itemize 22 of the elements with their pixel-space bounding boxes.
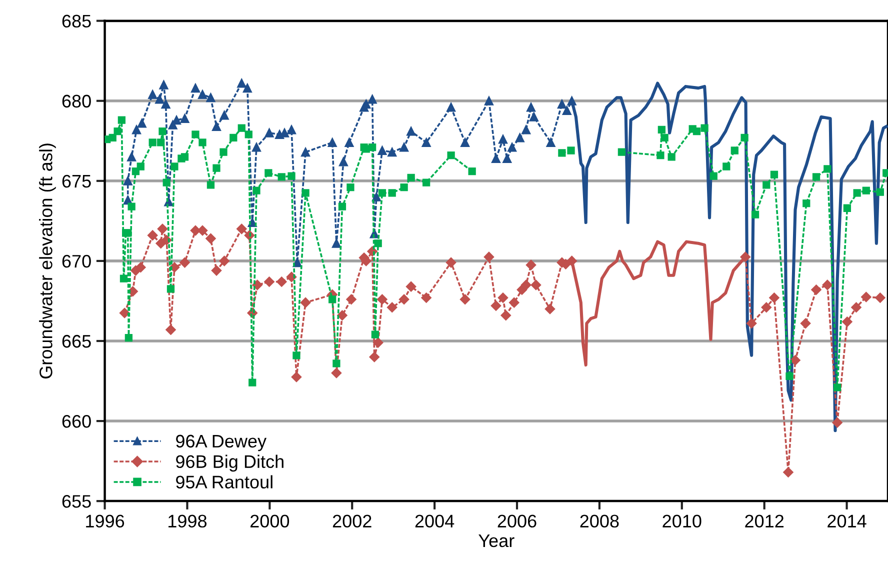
legend-label: 95A Rantoul	[176, 475, 272, 488]
x-tick-label: 2012	[745, 514, 784, 528]
legend-label: 96A Dewey	[176, 434, 267, 452]
y-tick-label: 655	[62, 495, 91, 508]
y-tick-label: 665	[62, 334, 91, 348]
x-tick-label: 2014	[828, 514, 866, 528]
x-axis-title: Year	[478, 534, 514, 548]
x-tick-label: 1998	[168, 514, 207, 528]
y-tick-label: 675	[62, 174, 91, 188]
x-tick-label: 2002	[332, 514, 372, 528]
x-tick-label: 2004	[415, 514, 454, 528]
legend-label: 96B Big Ditch	[176, 454, 284, 472]
x-tick-label: 2008	[580, 514, 619, 528]
x-tick-label: 2000	[250, 514, 290, 528]
y-tick-label: 670	[62, 254, 91, 268]
x-tick-label: 2010	[662, 514, 702, 528]
y-tick-label: 685	[62, 14, 91, 28]
y-tick-label: 680	[62, 94, 91, 108]
x-tick-label: 1996	[86, 514, 124, 528]
y-tick-label: 660	[62, 414, 91, 428]
y-axis-title: Groundwater elevation (ft asl)	[39, 144, 56, 378]
x-tick-label: 2006	[498, 514, 536, 528]
